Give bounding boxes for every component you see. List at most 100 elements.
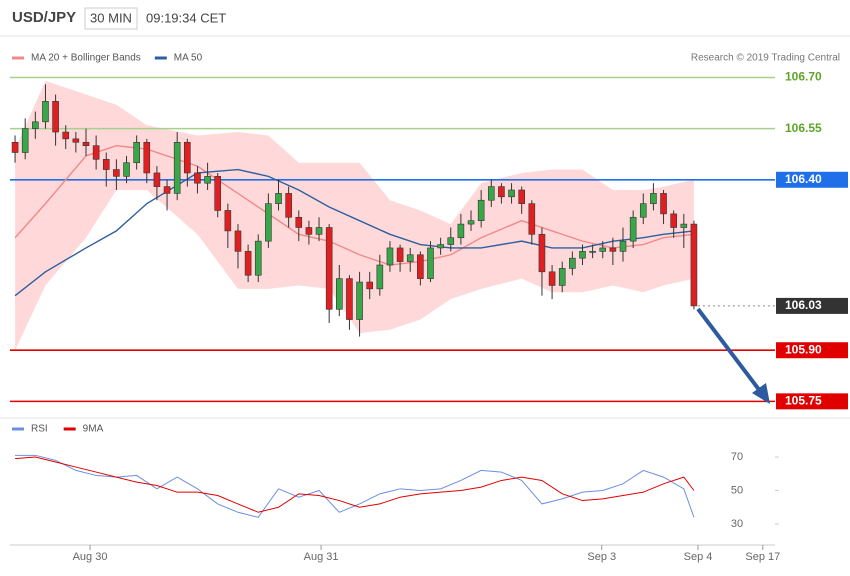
time: 09:19:34 CET [146, 10, 226, 25]
candle-body [11, 141, 19, 153]
candle-body [599, 247, 607, 252]
candle-body [396, 247, 404, 262]
candle-body [538, 234, 546, 273]
interval-box [84, 7, 138, 30]
candle-body [406, 254, 414, 262]
legend-label: 9MA [83, 424, 104, 435]
y-tick-label: 50 [731, 484, 743, 496]
candle-body [629, 216, 637, 242]
candle-body [528, 203, 536, 235]
candle-body [244, 251, 252, 276]
price-level-box [776, 342, 848, 359]
indicator-line [14, 168, 695, 297]
price-level-label: 106.55 [785, 121, 822, 135]
arrow-head [752, 383, 770, 404]
candle-body [427, 247, 434, 279]
candle-body [92, 145, 100, 160]
candle-body [498, 186, 505, 198]
candle-body [295, 216, 303, 228]
candle-body [589, 251, 596, 253]
price-plot: MA 20 + Bollinger Bands MA 50 106.70 106.55… [10, 53, 848, 410]
x-tick-label: Aug 31 [304, 551, 339, 563]
candle-body [102, 159, 110, 170]
price-level-box [776, 297, 848, 314]
candle-body [336, 278, 343, 310]
indicator-line [15, 456, 695, 513]
candle-body [437, 244, 444, 249]
candle-body [376, 264, 384, 290]
chart-title: USD/JPY [12, 9, 76, 26]
legend-label: MA 20 + Bollinger Bands [31, 53, 141, 64]
candle-body [315, 227, 323, 235]
candle-body [32, 121, 39, 129]
candle-body [417, 254, 424, 279]
candle-body [660, 193, 667, 215]
candle-body [143, 141, 151, 174]
candle-body [163, 186, 171, 194]
candle-body [680, 223, 688, 228]
candle-body [569, 257, 576, 269]
source: Research © 2019 Trading Central [691, 53, 840, 64]
candle-body [254, 240, 262, 276]
candle-body [275, 193, 282, 204]
x-tick-label: Sep 4 [684, 551, 713, 563]
candle-body [579, 251, 586, 259]
candle-body [224, 210, 232, 232]
candle-body [508, 189, 515, 198]
candle-body [21, 128, 29, 153]
bollinger-band [15, 80, 694, 351]
x-tick-label: Aug 30 [73, 551, 108, 563]
candle-body [52, 101, 59, 133]
y-tick-label: 30 [731, 518, 743, 530]
candle-body [184, 141, 191, 174]
candle-body [133, 141, 140, 164]
y-tick-label: 70 [731, 451, 743, 463]
candle-body [619, 240, 627, 252]
x-tick-label: Sep 3 [587, 551, 616, 563]
candle-body [467, 220, 475, 225]
candle-body [204, 176, 211, 184]
rsi-plot: RSI 9MA 30 50 70 Aug 30 Aug 31 Sep 3 Sep 4 Sep 17 [0, 417, 850, 563]
candle-body [265, 203, 272, 242]
price-level-label: 105.75 [785, 394, 822, 408]
legend-label: RSI [31, 424, 48, 435]
price-level-label: 106.40 [785, 172, 822, 186]
candle-body [123, 162, 130, 177]
candle-body [609, 247, 617, 252]
candle-body [82, 141, 90, 146]
candle-body [518, 189, 525, 204]
candle-body [356, 281, 363, 320]
price-level-label: 106.03 [785, 298, 822, 312]
price-level-box [776, 393, 848, 410]
x-tick-label: Sep 17 [745, 551, 780, 563]
candle-body [477, 199, 485, 221]
indicator-line [15, 454, 695, 518]
candle-body [173, 141, 181, 194]
price-level-label: 105.90 [785, 342, 822, 356]
candle-body [558, 268, 566, 286]
candle-body [62, 131, 70, 140]
candle-body [214, 176, 222, 211]
legend-label: MA 50 [174, 53, 203, 64]
candle-body [386, 247, 394, 266]
projection-arrow [696, 307, 762, 393]
candle-body [487, 186, 495, 201]
candle-body [548, 271, 556, 286]
candle-body [72, 138, 80, 143]
candle-body [690, 223, 698, 307]
candle-body [285, 193, 292, 218]
candle-body [639, 203, 647, 218]
price-level-box [776, 171, 848, 188]
candle-body [234, 230, 242, 252]
candle-body [650, 193, 657, 204]
candle-body [325, 227, 333, 310]
candle-body [305, 227, 313, 235]
candle-body [113, 169, 120, 177]
candle-body [447, 237, 455, 245]
candle-body [366, 281, 374, 290]
candle-body [194, 172, 201, 184]
interval: 30 MIN [90, 10, 132, 25]
candle-body [457, 223, 465, 239]
